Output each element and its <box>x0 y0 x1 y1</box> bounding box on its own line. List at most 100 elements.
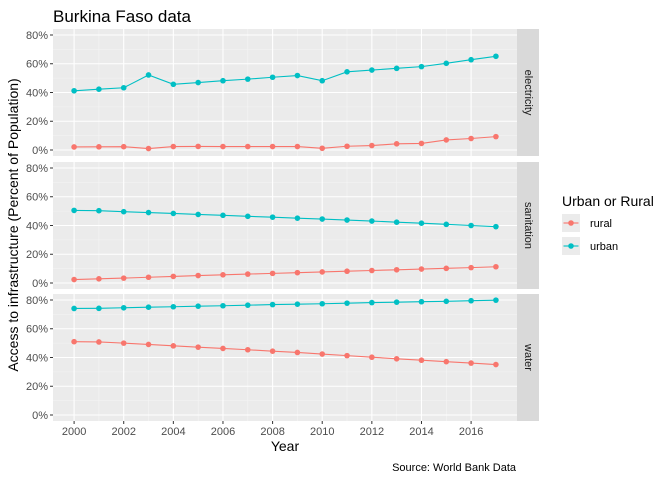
y-tick-label: 0% <box>32 145 48 157</box>
data-point-rural <box>319 269 326 275</box>
x-tick-label: 2012 <box>360 426 384 438</box>
data-point-rural <box>294 269 301 276</box>
data-point-rural <box>418 140 425 147</box>
data-point-urban <box>493 297 499 303</box>
legend-title: Urban or Rural <box>562 193 654 209</box>
x-tick-label: 2000 <box>62 426 86 438</box>
data-point-rural <box>393 355 400 362</box>
data-point-urban <box>443 221 450 228</box>
data-point-rural <box>195 272 201 279</box>
data-point-urban <box>418 63 425 70</box>
series-line-rural <box>74 341 496 366</box>
y-tick-label: 0% <box>32 410 48 422</box>
data-point-urban <box>294 72 301 79</box>
legend-point-urban <box>568 243 574 249</box>
data-point-urban <box>369 299 375 306</box>
data-point-urban <box>71 305 77 312</box>
data-point-rural <box>120 340 127 346</box>
strip-label-sanitation: sanitation <box>522 202 534 249</box>
x-axis-title: Year <box>271 438 300 454</box>
data-point-rural <box>71 338 77 345</box>
data-point-rural <box>120 143 127 150</box>
data-point-urban <box>195 79 201 86</box>
strip-background <box>517 162 539 289</box>
x-tick-label: 2016 <box>459 426 483 438</box>
data-point-urban <box>468 297 474 304</box>
data-point-urban <box>170 210 177 217</box>
panel-sanitation: 0% 20% 40% 60% 80% sanitation <box>26 162 539 290</box>
data-point-urban <box>71 207 77 214</box>
y-tick-label: 20% <box>26 116 48 128</box>
data-point-urban <box>418 220 425 226</box>
series-line-urban <box>74 55 496 92</box>
data-point-urban <box>418 298 425 305</box>
series-line-rural <box>74 266 496 281</box>
data-point-rural <box>244 346 251 353</box>
data-point-urban <box>344 69 350 75</box>
data-point-rural <box>418 266 425 272</box>
data-point-urban <box>319 300 326 307</box>
data-point-urban <box>96 86 102 92</box>
series-line-urban <box>74 209 496 228</box>
data-point-rural <box>220 345 226 352</box>
data-point-urban <box>269 301 276 308</box>
data-point-urban <box>120 84 127 91</box>
data-point-rural <box>294 349 301 356</box>
data-point-rural <box>195 344 201 350</box>
x-tick-label: 2008 <box>260 426 284 438</box>
data-point-rural <box>369 142 375 149</box>
x-tick-label: 2002 <box>111 426 135 438</box>
data-point-rural <box>244 271 251 277</box>
data-point-urban <box>145 72 152 78</box>
data-point-rural <box>170 273 177 280</box>
data-point-rural <box>145 274 152 281</box>
data-point-rural <box>344 352 350 359</box>
data-point-urban <box>294 301 301 307</box>
data-point-rural <box>319 145 326 152</box>
data-point-rural <box>269 348 276 354</box>
data-point-rural <box>344 268 350 275</box>
data-point-rural <box>244 143 251 150</box>
data-point-rural <box>145 145 152 152</box>
data-point-urban <box>170 81 177 88</box>
data-point-urban <box>393 65 400 72</box>
data-point-rural <box>418 357 425 364</box>
data-point-rural <box>170 343 177 349</box>
data-point-rural <box>443 137 450 143</box>
strip-label-water: water <box>522 343 534 371</box>
data-point-rural <box>269 143 276 150</box>
data-point-urban <box>96 207 102 214</box>
data-point-rural <box>145 341 152 348</box>
data-point-rural <box>195 143 201 150</box>
data-point-urban <box>244 213 251 220</box>
strip-label-electricity: electricity <box>522 70 534 116</box>
legend-point-rural <box>568 220 574 226</box>
data-point-urban <box>344 300 350 306</box>
y-tick-label: 20% <box>26 381 48 393</box>
data-point-urban <box>71 87 77 94</box>
y-tick-label: 40% <box>26 87 48 99</box>
data-point-urban <box>369 218 375 224</box>
data-point-urban <box>493 53 499 60</box>
data-point-urban <box>195 303 201 309</box>
y-tick-label: 40% <box>26 220 48 232</box>
series-line-rural <box>74 136 496 150</box>
data-point-rural <box>269 270 276 277</box>
legend-label-urban: urban <box>590 241 618 253</box>
y-tick-label: 60% <box>26 192 48 204</box>
data-point-urban <box>294 215 301 221</box>
series-line-urban <box>74 299 496 310</box>
data-point-rural <box>493 263 499 270</box>
y-tick-label: 80% <box>26 295 48 307</box>
data-point-rural <box>220 272 226 278</box>
y-tick-label: 60% <box>26 59 48 71</box>
data-point-urban <box>220 302 226 309</box>
x-tick-label: 2010 <box>310 426 334 438</box>
data-point-rural <box>319 351 326 357</box>
y-tick-label: 40% <box>26 352 48 364</box>
data-point-rural <box>344 143 350 150</box>
data-point-rural <box>170 143 177 150</box>
data-point-rural <box>443 265 450 272</box>
data-point-urban <box>319 77 326 84</box>
